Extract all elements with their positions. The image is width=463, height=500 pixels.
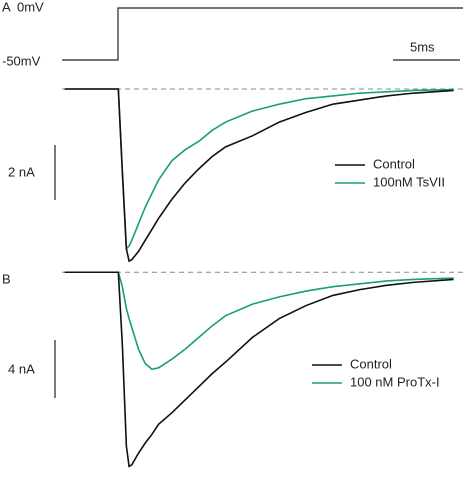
panel-label: B bbox=[2, 271, 11, 286]
trace bbox=[64, 271, 454, 371]
voltage-protocol bbox=[62, 7, 463, 61]
voltage-label: -50mV bbox=[2, 53, 41, 68]
legend-label: Control bbox=[350, 356, 392, 371]
legend-label: Control bbox=[373, 156, 415, 171]
trace bbox=[64, 88, 454, 263]
voltage-label: 0mV bbox=[17, 0, 44, 14]
trace bbox=[64, 271, 454, 468]
legend-label: 100nM TsVII bbox=[373, 174, 445, 189]
panel-label: A bbox=[2, 0, 11, 14]
current-scale-label: 4 nA bbox=[8, 361, 35, 376]
legend-label: 100 nM ProTx-I bbox=[350, 374, 440, 389]
time-scale-label: 5ms bbox=[410, 39, 435, 54]
current-scale-label: 2 nA bbox=[8, 164, 35, 179]
